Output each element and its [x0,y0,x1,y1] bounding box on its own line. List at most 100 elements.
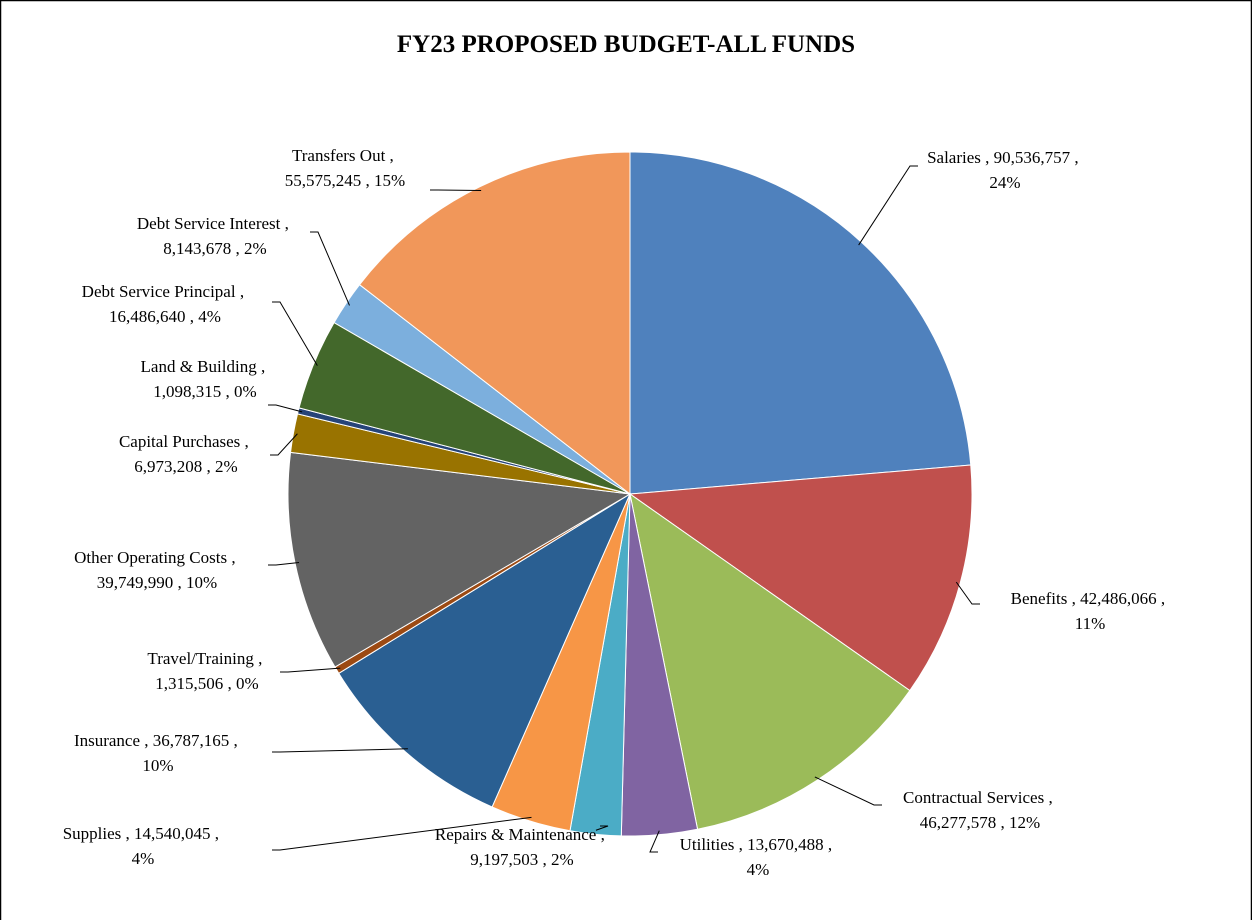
label-separator: , [173,573,186,592]
label-percent: 10% [142,756,173,775]
leader-line [430,189,482,192]
label-category: Debt Service Interest [137,214,281,233]
label-value: 6,973,208 [134,457,202,476]
data-label: Repairs & Maintenance , 9,197,503 , 2% [435,825,609,869]
leader-line [955,581,980,605]
label-value: 39,749,990 [97,573,174,592]
label-category: Salaries [927,148,981,167]
label-percent: 4% [132,849,155,868]
leader-line [310,231,350,306]
label-value: 90,536,757 [994,148,1071,167]
leader-line [268,404,303,413]
data-label: Benefits , 42,486,066 , 11% [1011,589,1170,633]
label-separator: , [240,432,253,451]
data-label: Debt Service Principal , 16,486,640 , 4% [82,282,249,326]
label-separator: , [257,357,270,376]
label-separator: , [1067,589,1080,608]
leader-line [858,165,918,246]
leader-line [280,667,341,673]
label-separator: , [1044,788,1057,807]
data-label: Supplies , 14,540,045 , 4% [63,824,224,868]
leader-line [272,748,408,753]
label-separator: , [538,850,551,869]
label-percent: 10% [186,573,217,592]
label-category: Capital Purchases [119,432,240,451]
label-value: 1,315,506 [155,674,223,693]
label-value: 9,197,503 [470,850,538,869]
pie-slice [358,151,631,496]
data-label: Debt Service Interest , 8,143,678 , 2% [137,214,293,258]
label-category: Other Operating Costs [74,548,227,567]
data-label: Insurance , 36,787,165 , 10% [74,731,242,775]
label-value: 13,670,488 [747,835,824,854]
data-label: Travel/Training , 1,315,506 , 0% [147,649,266,693]
label-category: Transfers Out [292,146,386,165]
data-label: Transfers Out , 55,575,245 , 15% [285,146,405,190]
label-percent: 12% [1009,813,1040,832]
label-percent: 15% [374,171,405,190]
label-separator: , [140,731,153,750]
label-value: 46,277,578 [920,813,997,832]
label-value: 55,575,245 [285,171,362,190]
label-separator: , [231,239,244,258]
label-separator: , [211,824,224,843]
leader-line [595,825,609,831]
label-value: 42,486,066 [1080,589,1157,608]
label-separator: , [236,282,249,301]
label-value: 36,787,165 [153,731,230,750]
label-percent: 0% [236,674,259,693]
label-category: Travel/Training [147,649,254,668]
label-percent: 2% [215,457,238,476]
label-separator: , [223,674,236,693]
label-percent: 0% [234,382,257,401]
label-separator: , [229,731,242,750]
label-separator: , [824,835,837,854]
label-category: Repairs & Maintenance [435,825,596,844]
label-separator: , [280,214,293,233]
data-label: Contractual Services , 46,277,578 , 12% [903,788,1057,832]
data-label: Capital Purchases , 6,973,208 , 2% [119,432,253,476]
label-separator: , [596,825,609,844]
label-category: Debt Service Principal [82,282,236,301]
label-value: 1,098,315 [153,382,221,401]
data-label: Salaries , 90,536,757 , 24% [927,148,1083,192]
label-separator: , [981,148,994,167]
label-separator: , [121,824,134,843]
label-separator: , [221,382,234,401]
leader-line [272,816,532,851]
label-separator: , [186,307,199,326]
label-percent: 2% [551,850,574,869]
label-separator: , [361,171,374,190]
leader-line [270,433,298,456]
pie-slice [629,492,911,830]
pie-slice [338,492,632,808]
label-separator: , [254,649,267,668]
label-separator: , [202,457,215,476]
data-label: Utilities , 13,670,488 , 4% [680,835,837,879]
label-category: Contractual Services [903,788,1044,807]
label-category: Utilities [680,835,735,854]
data-label: Land & Building , 1,098,315 , 0% [141,357,270,401]
leader-line [268,562,300,566]
data-label: Other Operating Costs , 39,749,990 , 10% [74,548,240,592]
pie-slice [628,464,973,692]
leader-line [649,830,660,853]
label-percent: 4% [747,860,770,879]
label-separator: , [385,146,398,165]
label-value: 16,486,640 [109,307,186,326]
label-separator: , [734,835,747,854]
chart-title: FY23 PROPOSED BUDGET-ALL FUNDS [397,31,855,58]
label-category: Benefits [1011,589,1068,608]
pie-slice [629,151,972,495]
label-percent: 11% [1075,614,1106,633]
label-separator: , [1157,589,1170,608]
label-category: Insurance [74,731,140,750]
label-separator: , [1070,148,1083,167]
label-category: Land & Building [141,357,258,376]
label-category: Supplies [63,824,122,843]
label-percent: 24% [989,173,1020,192]
leader-line [814,776,882,806]
label-percent: 4% [198,307,221,326]
label-value: 8,143,678 [163,239,231,258]
